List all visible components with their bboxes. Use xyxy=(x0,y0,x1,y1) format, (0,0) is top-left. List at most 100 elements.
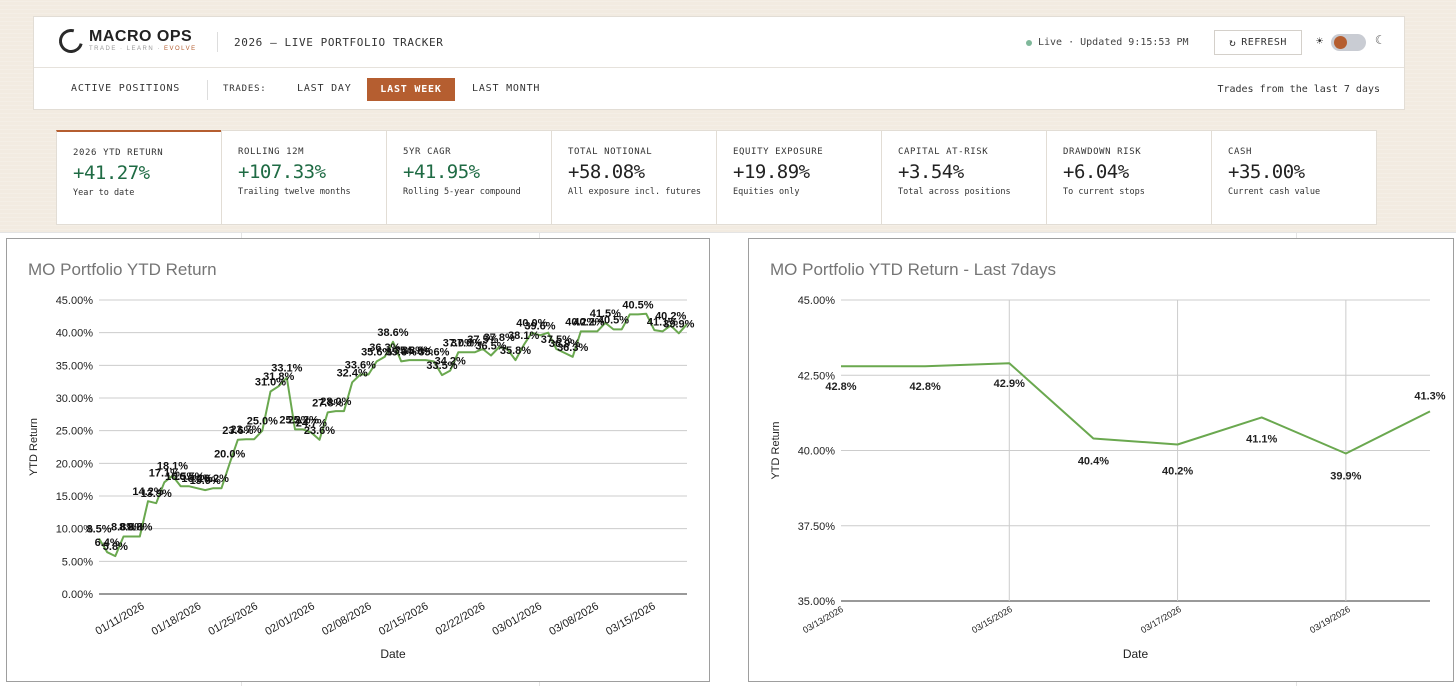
data-label: 41.1% xyxy=(647,316,678,328)
y-tick-label: 37.50% xyxy=(798,521,836,533)
stat-sub: All exposure incl. futures xyxy=(568,187,702,197)
x-tick-label: 03/08/2026 xyxy=(547,600,601,638)
logo-tagline-accent: EVOLVE xyxy=(164,46,197,52)
nav-active-positions[interactable]: ACTIVE POSITIONS xyxy=(71,83,181,94)
data-label: 24.7% xyxy=(296,418,327,430)
stat-total-notional: TOTAL NOTIONAL +58.08% All exposure incl… xyxy=(551,130,717,225)
stat-value: +41.27% xyxy=(73,162,150,184)
stat-rolling-12m: ROLLING 12M +107.33% Trailing twelve mon… xyxy=(221,130,387,225)
data-label: 39.9% xyxy=(1330,471,1361,483)
stat-equity-exposure: EQUITY EXPOSURE +19.89% Equities only xyxy=(716,130,882,225)
stat-label: ROLLING 12M xyxy=(238,147,305,157)
tab-last-week[interactable]: LAST WEEK xyxy=(367,78,455,101)
y-axis-title: YTD Return xyxy=(28,418,40,476)
data-label: 41.5% xyxy=(590,308,621,320)
header-top-bar: MACRO OPS TRADE · LEARN · EVOLVE 2026 — … xyxy=(34,17,1404,68)
divider xyxy=(217,32,218,52)
x-axis-title: Date xyxy=(380,647,406,661)
data-label: 38.6% xyxy=(377,327,408,339)
tab-last-day[interactable]: LAST DAY xyxy=(297,83,352,94)
data-label: 35.6% xyxy=(361,346,392,358)
data-label: 37.5% xyxy=(541,334,572,346)
series-line xyxy=(841,362,1431,455)
data-label: 40.5% xyxy=(598,314,629,326)
stats-row: 2026 YTD RETURN +41.27% Year to date ROL… xyxy=(56,130,1377,225)
trades-note: Trades from the last 7 days xyxy=(1217,84,1380,95)
data-label: 33.6% xyxy=(345,359,376,371)
data-label: 17.1% xyxy=(149,467,180,479)
data-label: 32.4% xyxy=(337,367,368,379)
data-label: 8.8% xyxy=(127,522,152,534)
stat-drawdown-risk: DRAWDOWN RISK +6.04% To current stops xyxy=(1046,130,1212,225)
data-label: 37.0% xyxy=(451,337,482,349)
chart-title: MO Portfolio YTD Return - Last 7days xyxy=(770,260,1056,279)
stat-label: EQUITY EXPOSURE xyxy=(733,147,824,157)
y-tick-label: 15.00% xyxy=(56,491,94,503)
live-dot-icon xyxy=(1026,39,1032,46)
logo[interactable]: MACRO OPS TRADE · LEARN · EVOLVE xyxy=(54,24,197,57)
y-tick-label: 35.00% xyxy=(56,360,94,372)
data-label: 14.2% xyxy=(132,486,163,498)
chart-last-7days[interactable]: MO Portfolio YTD Return - Last 7days 35.… xyxy=(748,238,1454,682)
live-status: Live · Updated 9:15:53 PM xyxy=(1026,37,1189,48)
data-label: 35.6% xyxy=(386,346,417,358)
series-line xyxy=(98,312,688,558)
data-label: 35.8% xyxy=(402,345,433,357)
chart-title: MO Portfolio YTD Return xyxy=(28,260,217,279)
stat-label: CAPITAL AT-RISK xyxy=(898,147,989,157)
data-label: 5.8% xyxy=(103,541,128,553)
x-tick-label: 03/15/2026 xyxy=(604,600,658,638)
data-label: 35.8% xyxy=(500,345,531,357)
nav-bar: ACTIVE POSITIONS TRADES: LAST DAY LAST W… xyxy=(34,68,1404,110)
x-tick-label: 03/01/2026 xyxy=(490,600,544,638)
header-card: MACRO OPS TRADE · LEARN · EVOLVE 2026 — … xyxy=(33,16,1405,110)
data-label: 23.7% xyxy=(230,424,261,436)
data-label: 35.6% xyxy=(418,346,449,358)
refresh-button[interactable]: ↻ REFRESH xyxy=(1214,30,1302,55)
toggle-knob xyxy=(1334,36,1347,49)
trades-label: TRADES: xyxy=(223,84,267,94)
chart-ytd-svg: 0.00% 5.00% 10.00% 15.00% 20.00% 25.00% 30.00%… xyxy=(28,295,695,661)
stat-value: +58.08% xyxy=(568,161,645,183)
x-tick-label: 02/22/2026 xyxy=(434,600,488,638)
x-tick-label: 03/17/2026 xyxy=(1139,604,1183,635)
data-label: 8.5% xyxy=(86,523,111,535)
data-label: 23.6% xyxy=(304,425,335,437)
data-label: 40.5% xyxy=(622,299,653,311)
stat-value: +35.00% xyxy=(1228,161,1305,183)
data-label: 36.9% xyxy=(549,338,580,350)
chart-ytd[interactable]: MO Portfolio YTD Return 0.00% 5.00% 10.00%… xyxy=(6,238,710,682)
tab-last-month[interactable]: LAST MONTH xyxy=(472,83,541,94)
data-label: 42.9% xyxy=(994,378,1025,390)
data-label: 25.2% xyxy=(279,414,310,426)
data-label: 16.5% xyxy=(173,471,204,483)
stat-value: +6.04% xyxy=(1063,161,1129,183)
data-label: 36.3% xyxy=(369,342,400,354)
stat-sub: Equities only xyxy=(733,187,800,197)
stat-label: TOTAL NOTIONAL xyxy=(568,147,653,157)
y-tick-label: 35.00% xyxy=(798,596,836,608)
y-tick-label: 45.00% xyxy=(798,295,836,307)
stat-label: 2026 YTD RETURN xyxy=(73,148,164,158)
logo-tagline-main: TRADE · LEARN · xyxy=(89,46,165,52)
data-label: 40.2% xyxy=(1162,465,1193,477)
theme-toggle[interactable] xyxy=(1331,34,1366,51)
data-label: 40.2% xyxy=(573,316,604,328)
stat-value: +41.95% xyxy=(403,161,480,183)
app-title: 2026 — LIVE PORTFOLIO TRACKER xyxy=(234,36,444,49)
stat-value: +107.33% xyxy=(238,161,326,183)
data-label: 33.1% xyxy=(271,363,302,375)
data-label: 35.8% xyxy=(394,345,425,357)
y-tick-label: 30.00% xyxy=(56,393,94,405)
data-label: 16.2% xyxy=(181,473,212,485)
x-tick-label: 02/08/2026 xyxy=(320,600,374,638)
data-label: 31.8% xyxy=(263,371,294,383)
x-tick-label: 01/11/2026 xyxy=(94,600,147,638)
data-label: 15.9% xyxy=(190,475,221,487)
data-label: 42.8% xyxy=(825,381,856,393)
data-label: 38.1% xyxy=(508,330,539,342)
x-tick-label: 01/25/2026 xyxy=(206,600,260,638)
stat-capital-at-risk: CAPITAL AT-RISK +3.54% Total across posi… xyxy=(881,130,1047,225)
x-tick-label: 03/19/2026 xyxy=(1308,604,1352,635)
logo-tagline: TRADE · LEARN · EVOLVE xyxy=(89,45,197,53)
